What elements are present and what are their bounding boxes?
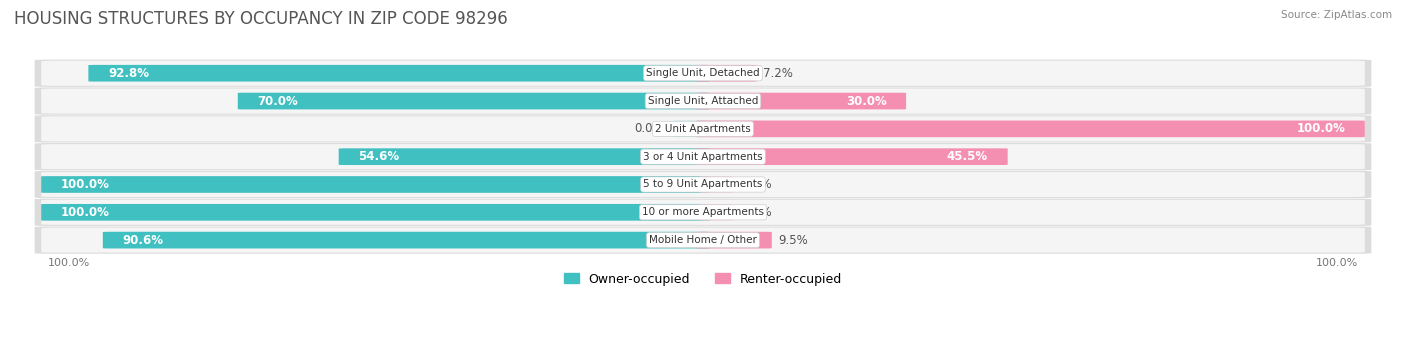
FancyBboxPatch shape [35, 226, 1371, 254]
Text: 100.0%: 100.0% [60, 178, 110, 191]
FancyBboxPatch shape [700, 204, 733, 221]
FancyBboxPatch shape [35, 115, 1371, 143]
Text: 92.8%: 92.8% [108, 67, 149, 80]
FancyBboxPatch shape [696, 148, 1008, 165]
Text: HOUSING STRUCTURES BY OCCUPANCY IN ZIP CODE 98296: HOUSING STRUCTURES BY OCCUPANCY IN ZIP C… [14, 10, 508, 28]
Text: 0.0%: 0.0% [742, 178, 772, 191]
FancyBboxPatch shape [35, 60, 1371, 87]
FancyBboxPatch shape [35, 143, 1371, 170]
Text: 54.6%: 54.6% [359, 150, 399, 163]
FancyBboxPatch shape [238, 93, 710, 109]
FancyBboxPatch shape [41, 61, 1365, 86]
Text: Single Unit, Attached: Single Unit, Attached [648, 96, 758, 106]
FancyBboxPatch shape [339, 148, 710, 165]
Text: 45.5%: 45.5% [946, 150, 988, 163]
Text: 100.0%: 100.0% [1296, 122, 1346, 135]
Text: 10 or more Apartments: 10 or more Apartments [643, 207, 763, 217]
Text: 9.5%: 9.5% [779, 234, 808, 247]
FancyBboxPatch shape [35, 171, 1371, 198]
FancyBboxPatch shape [41, 204, 710, 221]
FancyBboxPatch shape [41, 200, 1365, 225]
FancyBboxPatch shape [41, 227, 1365, 253]
FancyBboxPatch shape [696, 232, 772, 249]
FancyBboxPatch shape [103, 232, 710, 249]
FancyBboxPatch shape [41, 176, 710, 193]
Text: 5 to 9 Unit Apartments: 5 to 9 Unit Apartments [644, 179, 762, 190]
FancyBboxPatch shape [41, 116, 1365, 142]
FancyBboxPatch shape [696, 93, 905, 109]
FancyBboxPatch shape [696, 120, 1365, 137]
FancyBboxPatch shape [35, 199, 1371, 226]
FancyBboxPatch shape [41, 144, 1365, 169]
Text: 2 Unit Apartments: 2 Unit Apartments [655, 124, 751, 134]
FancyBboxPatch shape [41, 89, 1365, 114]
FancyBboxPatch shape [89, 65, 710, 81]
Text: Source: ZipAtlas.com: Source: ZipAtlas.com [1281, 10, 1392, 20]
Text: 70.0%: 70.0% [257, 94, 298, 107]
Text: 100.0%: 100.0% [60, 206, 110, 219]
Text: 3 or 4 Unit Apartments: 3 or 4 Unit Apartments [643, 152, 763, 162]
FancyBboxPatch shape [35, 87, 1371, 115]
FancyBboxPatch shape [41, 172, 1365, 197]
Text: Mobile Home / Other: Mobile Home / Other [650, 235, 756, 245]
Text: 100.0%: 100.0% [1316, 258, 1358, 268]
Text: 100.0%: 100.0% [48, 258, 90, 268]
Text: Single Unit, Detached: Single Unit, Detached [647, 68, 759, 78]
FancyBboxPatch shape [700, 176, 733, 193]
Text: 0.0%: 0.0% [634, 122, 664, 135]
Text: 30.0%: 30.0% [846, 94, 886, 107]
Text: 90.6%: 90.6% [122, 234, 163, 247]
FancyBboxPatch shape [673, 121, 706, 137]
FancyBboxPatch shape [696, 65, 756, 81]
Text: 0.0%: 0.0% [742, 206, 772, 219]
Text: 7.2%: 7.2% [763, 67, 793, 80]
Legend: Owner-occupied, Renter-occupied: Owner-occupied, Renter-occupied [558, 268, 848, 291]
